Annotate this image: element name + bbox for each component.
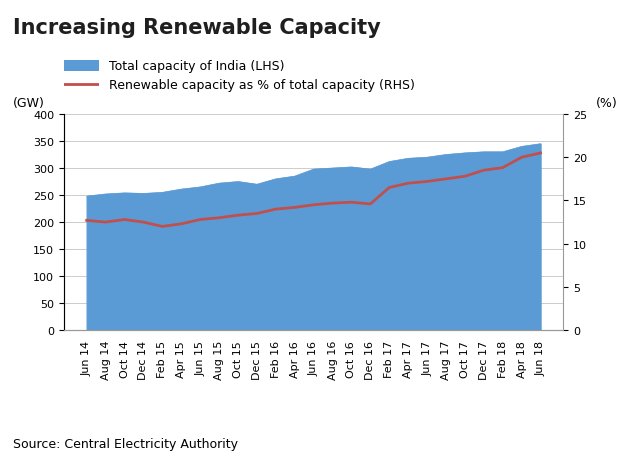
Text: (GW): (GW) <box>13 97 45 110</box>
Text: Total capacity of India (LHS): Total capacity of India (LHS) <box>109 60 284 73</box>
Text: Source: Central Electricity Authority: Source: Central Electricity Authority <box>13 437 238 450</box>
Text: Increasing Renewable Capacity: Increasing Renewable Capacity <box>13 18 381 38</box>
Text: (%): (%) <box>596 97 618 110</box>
Text: Renewable capacity as % of total capacity (RHS): Renewable capacity as % of total capacit… <box>109 78 415 91</box>
